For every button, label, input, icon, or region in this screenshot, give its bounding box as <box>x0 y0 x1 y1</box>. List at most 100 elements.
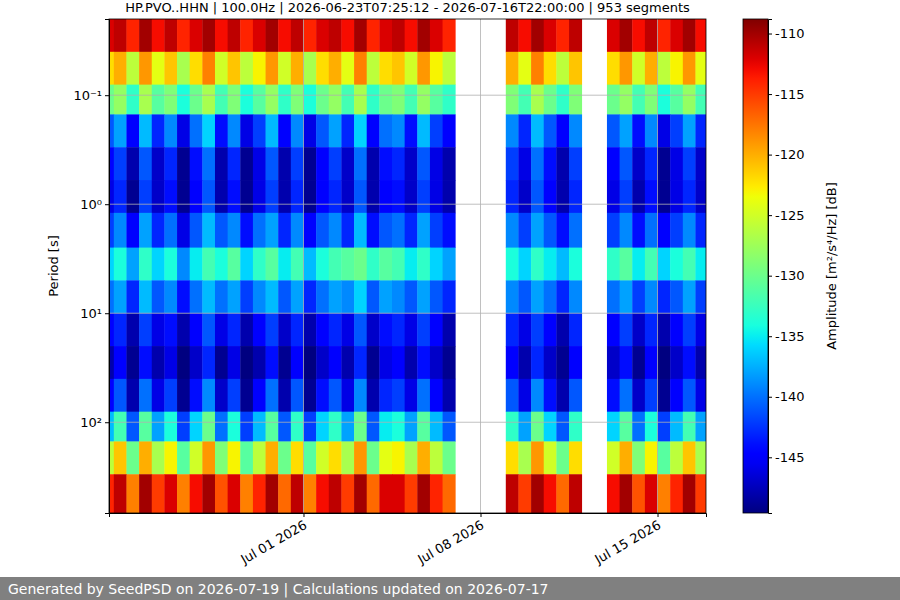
y-tick: 10² <box>80 415 109 430</box>
heatmap-cell <box>126 346 139 379</box>
heatmap-cell <box>202 248 215 281</box>
heatmap-cell <box>266 346 279 379</box>
heatmap-cell <box>556 52 569 85</box>
heatmap-cell <box>556 379 569 412</box>
heatmap-cell <box>126 114 139 147</box>
x-tick: Jul 01 2026 <box>237 513 309 567</box>
heatmap-cell <box>139 248 152 281</box>
heatmap-cell <box>228 180 241 213</box>
heatmap-cell <box>556 114 569 147</box>
heatmap-cell <box>316 280 329 313</box>
heatmap-cell <box>164 280 177 313</box>
y-tick: 10¹ <box>80 306 109 321</box>
heatmap-cell <box>658 474 671 513</box>
heatmap-cell <box>202 19 215 52</box>
heatmap-cell <box>316 248 329 281</box>
heatmap-cell <box>632 379 645 412</box>
tick-label: -120 <box>775 147 805 162</box>
heatmap-cell <box>215 85 228 115</box>
heatmap-cell <box>518 52 531 85</box>
heatmap-cell <box>190 248 203 281</box>
heatmap-cell <box>695 280 706 313</box>
heatmap-cell <box>291 85 304 115</box>
heatmap-cell <box>405 19 418 52</box>
heatmap-cell <box>190 114 203 147</box>
heatmap-cell <box>228 441 241 474</box>
heatmap-cell <box>303 379 316 412</box>
heatmap-cell <box>379 313 392 346</box>
heatmap-cell <box>417 248 430 281</box>
heatmap-cell <box>139 52 152 85</box>
colorbar-tick: -110 <box>768 26 805 41</box>
heatmap-cell <box>303 114 316 147</box>
heatmap-cell <box>695 52 706 85</box>
tick-mark <box>105 95 109 96</box>
heatmap-cell <box>253 474 266 513</box>
heatmap-cell <box>695 313 706 346</box>
heatmap-cell <box>303 147 316 180</box>
tick-label: -145 <box>775 450 805 465</box>
heatmap-cell <box>670 379 683 412</box>
heatmap-cell <box>632 313 645 346</box>
heatmap-cell <box>202 180 215 213</box>
heatmap-cell <box>190 85 203 115</box>
heatmap-cell <box>266 379 279 412</box>
heatmap-cell <box>367 147 380 180</box>
heatmap-cell <box>379 19 392 52</box>
heatmap-cell <box>405 379 418 412</box>
heatmap-cell <box>126 474 139 513</box>
heatmap-cell <box>506 52 519 85</box>
heatmap-cell <box>443 85 456 115</box>
heatmap-cell <box>518 441 531 474</box>
heatmap-cell <box>430 346 443 379</box>
tick-label: -130 <box>775 268 805 283</box>
heatmap-cell <box>266 313 279 346</box>
heatmap-cell <box>556 280 569 313</box>
heatmap-cell <box>518 19 531 52</box>
heatmap-cell <box>316 441 329 474</box>
heatmap-cell <box>152 346 165 379</box>
heatmap-cell <box>430 441 443 474</box>
heatmap-cell <box>303 474 316 513</box>
heatmap-cell <box>139 379 152 412</box>
heatmap-cell <box>367 114 380 147</box>
heatmap-cell <box>506 441 519 474</box>
heatmap-cell <box>164 180 177 213</box>
heatmap-cell <box>695 474 706 513</box>
heatmap-cell <box>683 313 696 346</box>
heatmap-cell <box>658 379 671 412</box>
heatmap-cell <box>278 441 291 474</box>
heatmap-cell <box>367 379 380 412</box>
heatmap-cell <box>392 412 405 442</box>
heatmap-cell <box>670 52 683 85</box>
heatmap-cell <box>152 441 165 474</box>
heatmap-cell <box>658 213 671 248</box>
heatmap-cell <box>139 180 152 213</box>
heatmap-cell <box>253 52 266 85</box>
heatmap-cell <box>228 213 241 248</box>
heatmap-cell <box>683 52 696 85</box>
heatmap-cell <box>518 85 531 115</box>
heatmap-cell <box>379 412 392 442</box>
heatmap-cell <box>316 114 329 147</box>
heatmap-cell <box>329 474 342 513</box>
heatmap-cell <box>367 19 380 52</box>
heatmap-cell <box>278 412 291 442</box>
heatmap-cell <box>341 19 354 52</box>
heatmap-cell <box>164 248 177 281</box>
heatmap-cell <box>531 114 544 147</box>
heatmap-cell <box>506 280 519 313</box>
tick-mark <box>768 34 772 35</box>
heatmap-cell <box>417 180 430 213</box>
heatmap-cell <box>152 114 165 147</box>
heatmap-cell <box>556 248 569 281</box>
heatmap-cell <box>607 441 620 474</box>
heatmap-cell <box>139 280 152 313</box>
heatmap-cell <box>316 85 329 115</box>
heatmap-cell <box>266 412 279 442</box>
heatmap-cell <box>544 19 557 52</box>
chart-title: HP.PVO..HHN | 100.0Hz | 2026-06-23T07:25… <box>125 0 690 15</box>
heatmap-cell <box>518 213 531 248</box>
heatmap-cell <box>632 474 645 513</box>
heatmap-cell <box>417 85 430 115</box>
